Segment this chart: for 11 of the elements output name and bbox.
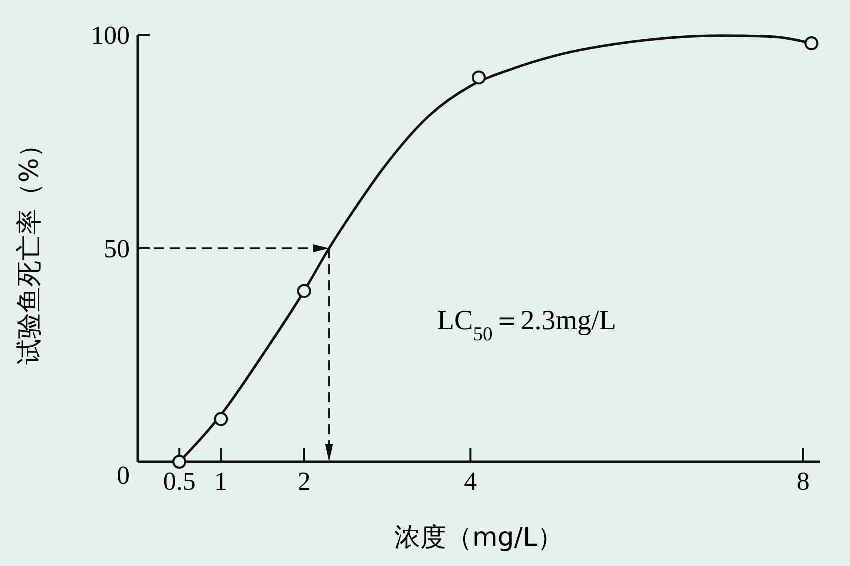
annotation: LC$_{50}$＝2.3mg/L [437,306,616,346]
x-tick-label: 0.5 [163,467,196,496]
x-axis-title: 浓度（mg/L） [394,523,564,553]
y-tick-label: 100 [91,21,130,50]
y-axis-title: 试验鱼死亡率（%） [15,132,45,365]
y-tick-label: 50 [104,234,130,264]
x-tick-label: 4 [464,467,478,496]
x-tick-label: 8 [796,467,810,496]
x-tick-label: 1 [214,467,228,496]
x-tick-label: 2 [298,467,311,496]
y-tick-label: 0 [117,461,130,490]
